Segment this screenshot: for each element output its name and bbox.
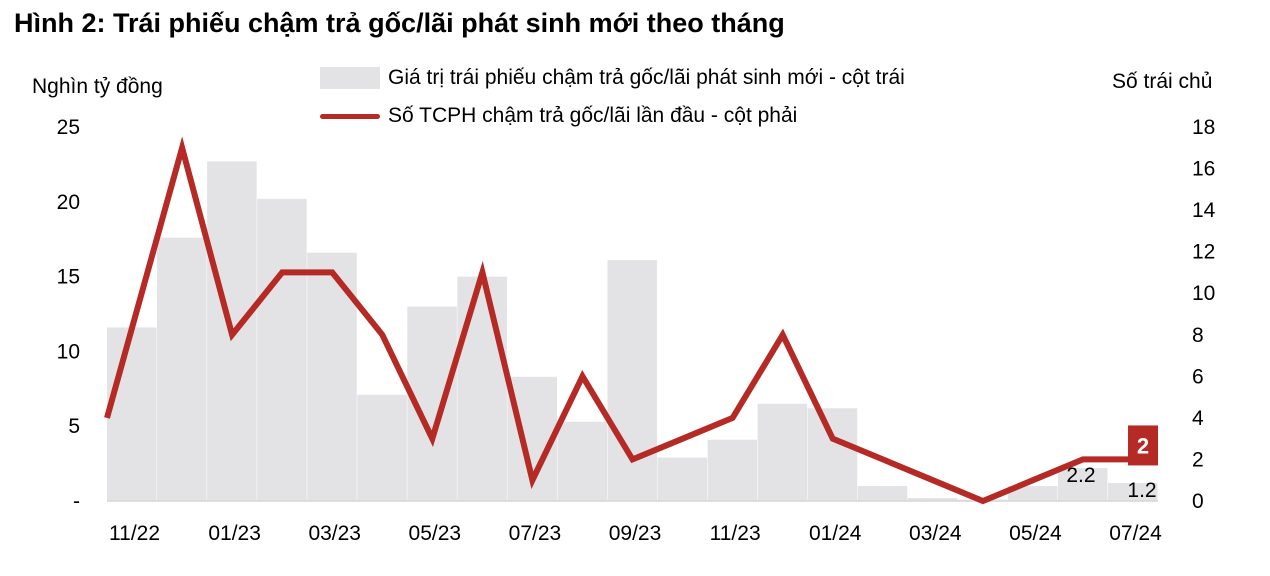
data-label-bar-0624: 2.2 <box>1066 464 1095 487</box>
x-tick-label: 07/23 <box>509 522 562 545</box>
right-tick-label: 14 <box>1192 199 1216 222</box>
bar-05/24 <box>1007 486 1058 501</box>
right-tick-label: 10 <box>1192 282 1215 305</box>
right-tick-label: 8 <box>1192 324 1204 347</box>
left-tick-label: 25 <box>57 116 80 139</box>
right-axis-ticks: 0 2 4 6 8 10 12 14 16 18 <box>1192 116 1216 513</box>
legend-item-bar: Giá trị trái phiếu chậm trả gốc/lãi phát… <box>320 66 905 90</box>
bar-10/23 <box>657 457 708 501</box>
right-tick-label: 16 <box>1192 158 1215 181</box>
right-tick-label: 0 <box>1192 490 1204 513</box>
left-tick-label: 10 <box>57 340 80 363</box>
bar-11/23 <box>707 439 758 501</box>
bar-08/23 <box>557 421 607 501</box>
right-tick-label: 18 <box>1192 116 1215 139</box>
bar-06/23 <box>457 276 507 501</box>
legend-line-label: Số TCPH chậm trả gốc/lãi lần đầu - cột p… <box>388 104 798 127</box>
chart-title: Hình 2: Trái phiếu chậm trả gốc/lãi phát… <box>14 8 785 38</box>
x-tick-label: 01/24 <box>809 522 862 545</box>
bar-03/24 <box>907 498 958 501</box>
right-tick-label: 6 <box>1192 365 1204 388</box>
x-axis-ticks: 11/22 01/23 03/23 05/23 07/23 09/23 11/23 01/24… <box>109 522 1162 545</box>
left-tick-label: 15 <box>57 266 80 289</box>
x-tick-label: 03/23 <box>308 522 361 545</box>
x-tick-label: 09/23 <box>609 522 662 545</box>
legend-item-line: Số TCPH chậm trả gốc/lãi lần đầu - cột p… <box>320 104 797 128</box>
x-tick-label: 05/24 <box>1009 522 1062 545</box>
right-tick-label: 12 <box>1192 241 1215 264</box>
left-tick-label: 20 <box>57 191 80 214</box>
x-tick-label: 07/24 <box>1109 522 1162 545</box>
data-label-badge <box>1128 425 1159 466</box>
legend-bar-label: Giá trị trái phiếu chậm trả gốc/lãi phát… <box>388 66 905 89</box>
bar-02/23 <box>257 198 307 502</box>
x-tick-label: 11/23 <box>710 522 761 545</box>
legend-bar-swatch <box>320 67 380 89</box>
x-tick-label: 01/23 <box>208 522 261 545</box>
left-axis-ticks: - 5 10 15 20 25 <box>57 116 80 513</box>
data-labels: 2.2 1.2 2 <box>1066 425 1159 502</box>
bar-04/23 <box>357 394 407 501</box>
bar-07/24 <box>1108 483 1158 501</box>
right-axis-title: Số trái chủ <box>1112 70 1213 93</box>
legend-line-swatch <box>320 113 380 119</box>
left-tick-label: - <box>73 490 80 513</box>
bar-01/24 <box>807 408 858 501</box>
line-series <box>104 136 1134 505</box>
bar-02/24 <box>857 486 908 501</box>
bar-12/23 <box>757 403 808 501</box>
bar-06/24 <box>1057 468 1108 501</box>
data-label-bar-0724: 1.2 <box>1127 479 1156 502</box>
bar-11/22 <box>107 327 157 501</box>
right-tick-label: 4 <box>1192 407 1204 430</box>
data-label-line-0724: 2 <box>1137 433 1149 458</box>
x-tick-label: 03/24 <box>909 522 962 545</box>
bar-series <box>107 161 1158 502</box>
left-tick-label: 5 <box>68 415 80 438</box>
bar-12/22 <box>157 237 207 502</box>
x-tick-label: 05/23 <box>409 522 462 545</box>
right-tick-label: 2 <box>1192 448 1204 471</box>
bar-09/23 <box>607 260 658 501</box>
left-axis-title: Nghìn tỷ đồng <box>32 75 163 98</box>
x-tick-label: 11/22 <box>109 522 160 545</box>
